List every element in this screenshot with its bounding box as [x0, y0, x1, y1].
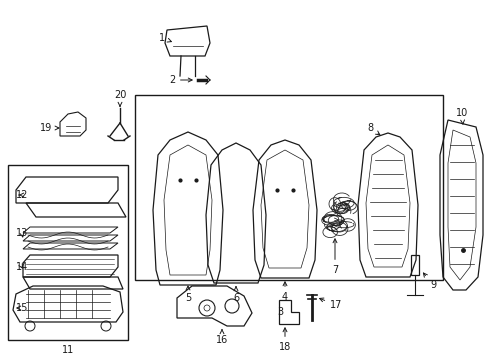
Text: 11: 11 — [62, 345, 74, 355]
Text: 19: 19 — [40, 123, 59, 133]
Text: 4: 4 — [282, 282, 288, 302]
Text: 8: 8 — [367, 123, 380, 135]
Text: 9: 9 — [423, 273, 436, 290]
Text: 20: 20 — [114, 90, 126, 106]
Text: 18: 18 — [279, 328, 291, 352]
Text: 17: 17 — [319, 298, 343, 310]
Text: 16: 16 — [216, 329, 228, 345]
Text: 14: 14 — [16, 262, 28, 272]
Text: 3: 3 — [277, 307, 283, 317]
Text: 7: 7 — [332, 239, 338, 275]
Text: 5: 5 — [185, 286, 191, 303]
Text: 2: 2 — [169, 75, 192, 85]
Text: 6: 6 — [233, 287, 239, 303]
Text: 13: 13 — [16, 228, 28, 238]
Bar — [135, 95, 443, 280]
Text: 10: 10 — [456, 108, 468, 124]
Text: 15: 15 — [16, 303, 28, 313]
Text: 12: 12 — [16, 190, 28, 200]
Text: 1: 1 — [159, 33, 171, 43]
Bar — [8, 165, 128, 340]
